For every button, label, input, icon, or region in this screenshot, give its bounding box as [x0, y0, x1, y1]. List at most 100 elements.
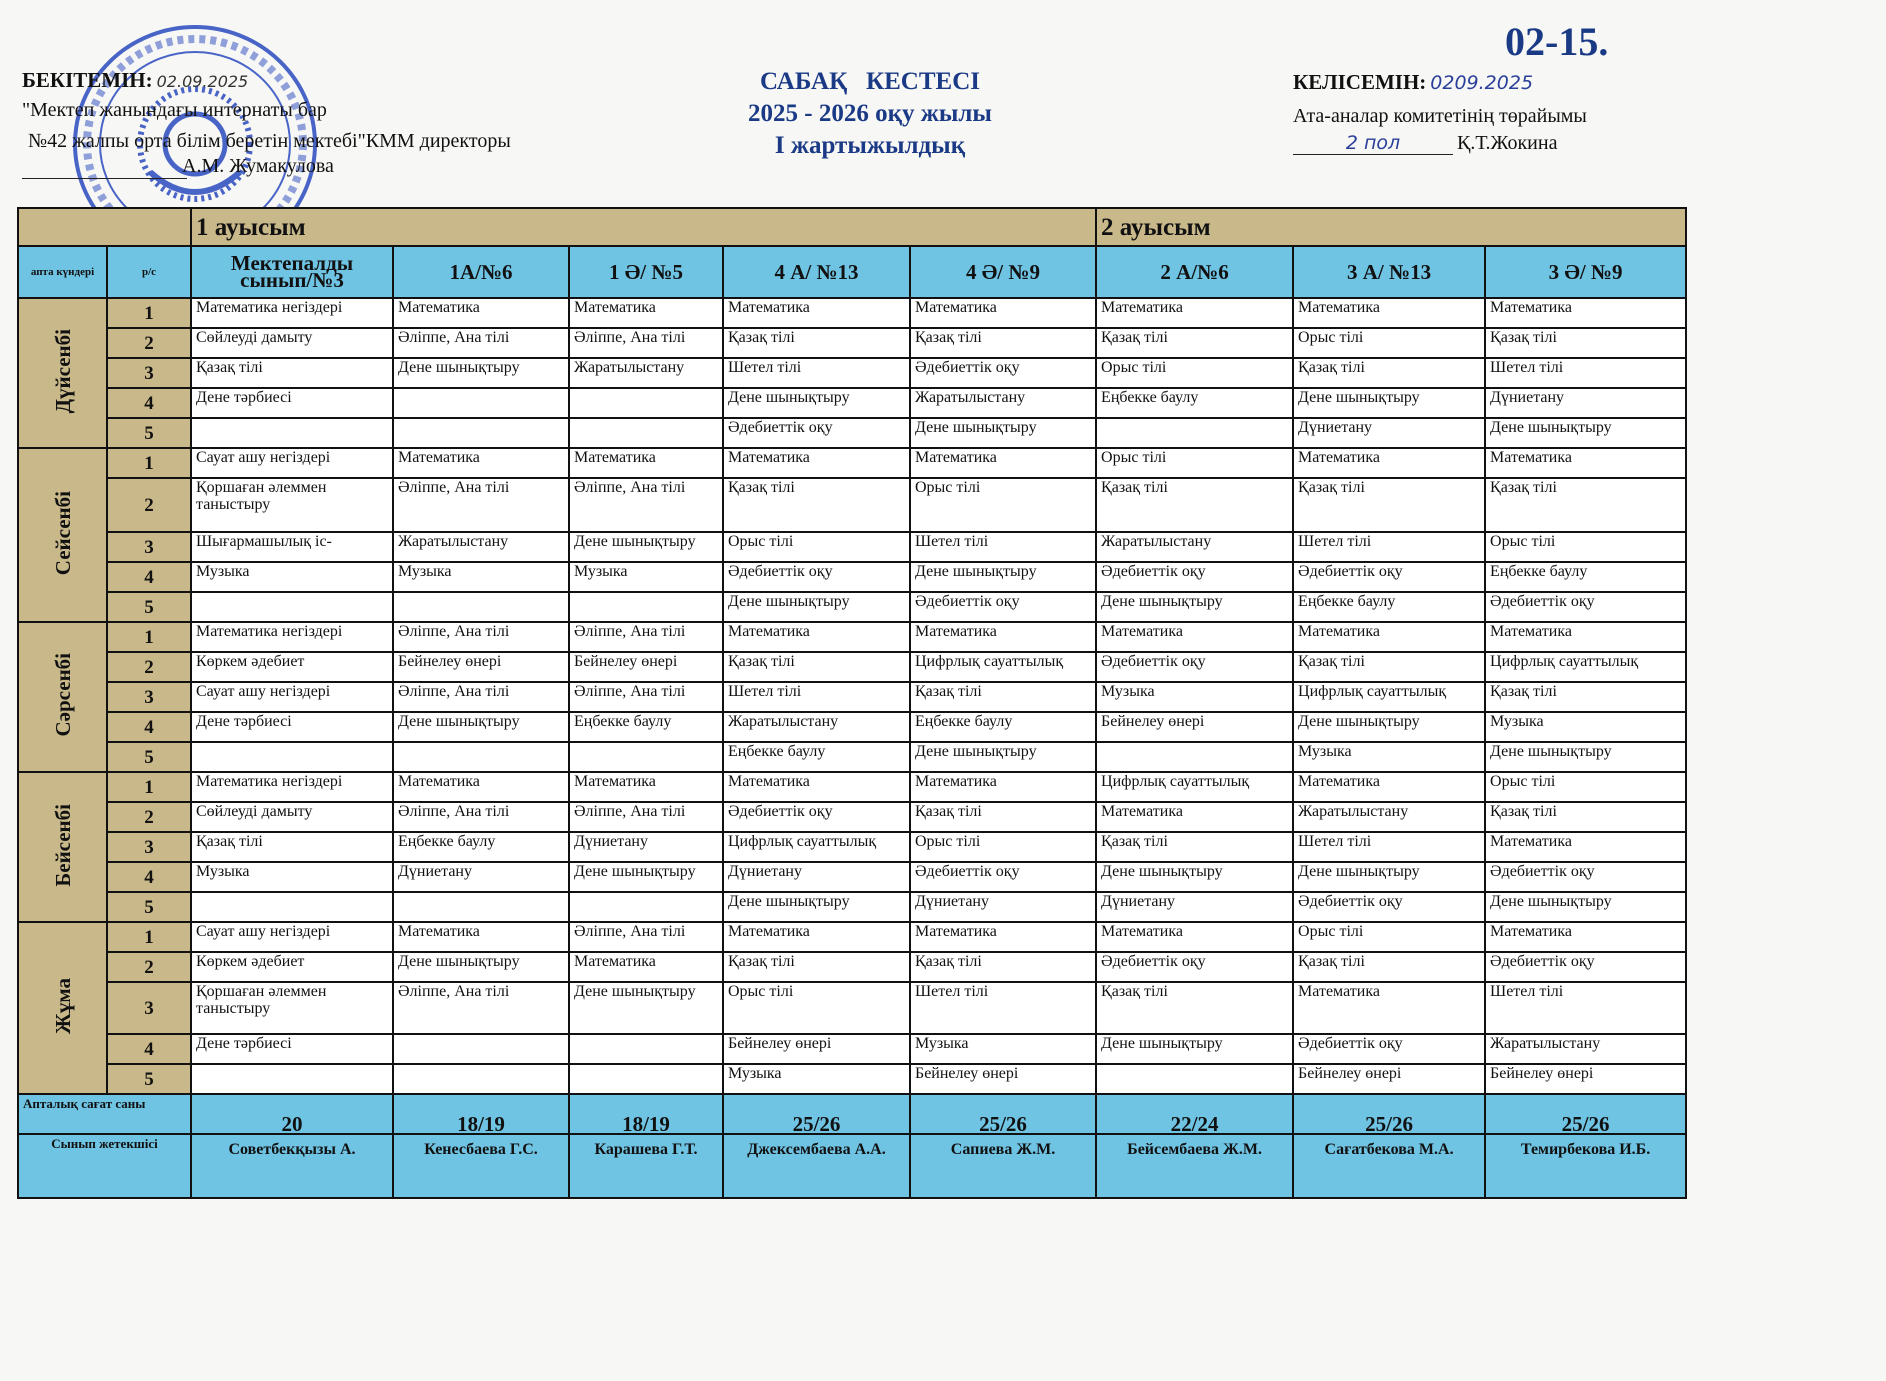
lesson-cell: Математика [1292, 447, 1487, 479]
lesson-cell: Жаратылыстану [568, 357, 724, 389]
lesson-cell: Математика [1484, 621, 1688, 653]
lesson-cell: Математика [908, 921, 1098, 953]
day-name: Дүйсенбі [50, 328, 75, 414]
lesson-cell: Қоршаған әлеммен таныстыру [190, 981, 394, 1035]
shift-1-label: 1 ауысым [189, 207, 1098, 247]
lesson-cell: Әдебиеттік оқу [908, 591, 1098, 623]
lesson-cell: Қазақ тілі [908, 951, 1098, 983]
lesson-number: 3 [106, 981, 192, 1035]
lesson-number: 5 [106, 417, 192, 449]
lesson-cell: Математика [1095, 621, 1295, 653]
lesson-cell: Әдебиеттік оқу [1484, 951, 1688, 983]
lesson-cell: Бейнелеу өнері [1292, 1063, 1487, 1095]
lesson-cell [190, 891, 394, 923]
lesson-cell: Жаратылыстану [392, 531, 570, 563]
lesson-cell: Көркем әдебиет [190, 951, 394, 983]
weekly-hours-value: 20 [190, 1093, 394, 1135]
lesson-cell: Дене шынықтыру [392, 711, 570, 743]
lesson-row: Бейсенбі 1 Математика негіздері Математика М… [17, 771, 1688, 923]
lesson-number: 2 [106, 801, 192, 833]
lesson-cell: Әліппе, Ана тілі [568, 921, 724, 953]
lesson-cell: Дене шынықтыру [908, 741, 1098, 773]
lesson-cell: Математика [1484, 297, 1688, 329]
lesson-cell: Бейнелеу өнері [1484, 1063, 1688, 1095]
lesson-number: 1 [106, 621, 192, 653]
lesson-row: 5 Дене шынықтыру Әдебиеттік оқу Дене шынықт… [18, 591, 1688, 623]
class-teacher-name: Сағатбекова М.А. [1292, 1133, 1487, 1199]
class-teacher-name: Джексембаева А.А. [722, 1133, 911, 1199]
lesson-cell: Дене шынықтыру [1095, 591, 1295, 623]
lesson-cell: Математика негіздері [190, 771, 394, 803]
weekly-hours-value: 18/19 [568, 1093, 724, 1135]
shift-1-spacer [17, 207, 192, 247]
agreement-block: КЕЛІСЕМІН: 0209.2025 Ата-аналар комитеті… [1293, 70, 1713, 155]
lesson-row: Жұма 1 Сауат ашу негіздері Математика Әліппе… [17, 921, 1688, 1095]
lesson-cell: Әдебиеттік оқу [1292, 561, 1487, 593]
lesson-cell: Математика [908, 771, 1098, 803]
lesson-cell: Математика [1292, 297, 1487, 329]
lesson-cell: Әліппе, Ана тілі [392, 327, 570, 359]
lesson-cell: Математика [568, 771, 724, 803]
signature-line [22, 178, 187, 179]
lesson-row: 4 Дене тәрбиесі Дене шынықтыру Жаратылыстан… [18, 387, 1688, 419]
class-teacher-name: Советбекқызы А. [190, 1133, 394, 1199]
lesson-cell: Музыка [568, 561, 724, 593]
lesson-cell: Музыка [1484, 711, 1688, 743]
lesson-number: 4 [106, 1033, 192, 1065]
lesson-cell: Әліппе, Ана тілі [568, 477, 724, 533]
class-column-header: 2 А/№6 [1095, 245, 1295, 299]
lesson-cell: Шетел тілі [1292, 831, 1487, 863]
lesson-cell: Цифрлық сауаттылық [1292, 681, 1487, 713]
lesson-cell: Сауат ашу негіздері [190, 447, 394, 479]
lesson-row: 5 Музыка Бейнелеу өнері Бейнелеу өнері Бейне… [18, 1063, 1688, 1095]
lesson-cell: Орыс тілі [1484, 531, 1688, 563]
lesson-cell: Дене шынықтыру [1292, 711, 1487, 743]
lesson-cell: Қазақ тілі [722, 327, 911, 359]
number-column-header: р/с [106, 245, 192, 299]
lesson-cell: Қазақ тілі [190, 831, 394, 863]
lesson-number: 2 [106, 951, 192, 983]
lesson-cell: Орыс тілі [1095, 447, 1295, 479]
lesson-row: 5 Әдебиеттік оқу Дене шынықтыру Дүниетану Де… [18, 417, 1688, 449]
lesson-cell: Дене тәрбиесі [190, 711, 394, 743]
lesson-cell: Музыка [392, 561, 570, 593]
lesson-number: 1 [106, 771, 192, 803]
lesson-number: 4 [106, 861, 192, 893]
class-teacher-row: Сынып жетекшісі Советбекқызы А. Кенесбаева… [17, 1133, 1688, 1199]
lesson-cell: Цифрлық сауаттылық [1095, 771, 1295, 803]
lesson-cell: Дене шынықтыру [1484, 417, 1688, 449]
lesson-cell: Орыс тілі [722, 531, 911, 563]
lesson-cell: Қазақ тілі [190, 357, 394, 389]
weekly-hours-value: 25/26 [722, 1093, 911, 1135]
lesson-cell: Бейнелеу өнері [722, 1033, 911, 1065]
class-column-header: 1 Ә/ №5 [568, 245, 724, 299]
lesson-cell [568, 1063, 724, 1095]
lesson-cell: Дүниетану [722, 861, 911, 893]
day-name: Сейсенбі [50, 490, 75, 576]
lesson-cell: Математика [392, 297, 570, 329]
lesson-cell: Қазақ тілі [1484, 327, 1688, 359]
lesson-row: 3 Қазақ тілі Дене шынықтыру Жаратылыстану Ше… [18, 357, 1688, 389]
lesson-cell: Сөйлеуді дамыту [190, 801, 394, 833]
lesson-cell: Қазақ тілі [1095, 477, 1295, 533]
lesson-cell: Дүниетану [908, 891, 1098, 923]
lesson-cell: Дене шынықтыру [568, 981, 724, 1035]
lesson-row: 2 Сөйлеуді дамыту Әліппе, Ана тілі Әліппе, … [18, 801, 1688, 833]
lesson-row: 2 Көркем әдебиет Бейнелеу өнері Бейнелеу өн… [18, 651, 1688, 683]
lesson-cell: Қазақ тілі [722, 651, 911, 683]
class-teacher-label: Сынып жетекшісі [17, 1133, 192, 1199]
weekly-hours-row: Апталық сағат саны 20 18/19 18/19 25/26 25/26… [17, 1093, 1688, 1135]
weekly-hours-label: Апталық сағат саны [17, 1093, 192, 1135]
lesson-cell: Әдебиеттік оқу [1095, 651, 1295, 683]
lesson-cell: Дене шынықтыру [1095, 1033, 1295, 1065]
lesson-cell: Музыка [190, 861, 394, 893]
lesson-number: 3 [106, 531, 192, 563]
lesson-cell [392, 387, 570, 419]
lesson-cell: Математика [392, 447, 570, 479]
lesson-cell: Математика [568, 297, 724, 329]
lesson-cell: Шетел тілі [1484, 357, 1688, 389]
class-column-header: 4 Ә/ №9 [908, 245, 1098, 299]
lesson-cell: Математика [568, 951, 724, 983]
lesson-cell: Еңбекке баулу [1484, 561, 1688, 593]
approve-label: БЕКІТЕМІН: [22, 68, 153, 92]
